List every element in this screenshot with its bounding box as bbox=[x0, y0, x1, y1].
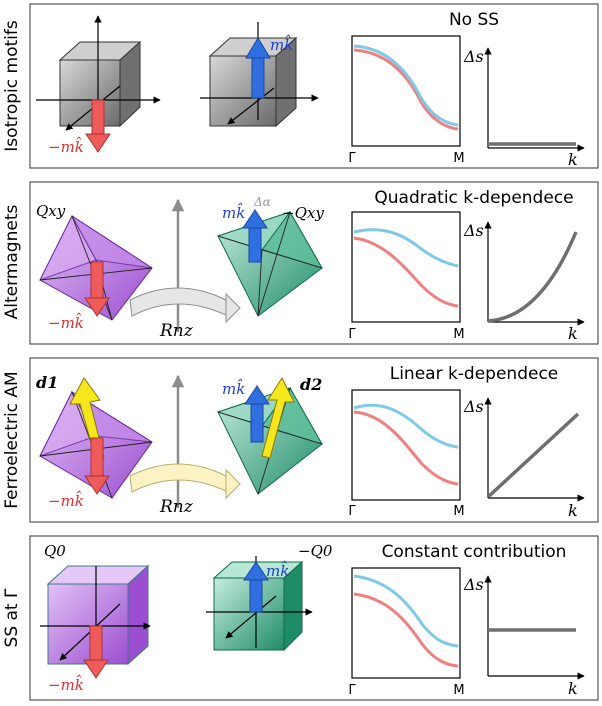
angle-label: Δα bbox=[253, 195, 271, 209]
panel-1-title: No SS bbox=[449, 10, 499, 30]
purple-cube bbox=[46, 564, 150, 666]
moment-down-arrow bbox=[85, 99, 111, 153]
rotation-arc-head bbox=[225, 468, 241, 500]
delta-y-label: Δs bbox=[463, 575, 484, 594]
delta-curve-quadratic bbox=[487, 231, 578, 323]
moment-down-arrow bbox=[84, 261, 110, 317]
band-x-m: M bbox=[453, 327, 464, 342]
delta-y-label: Δs bbox=[463, 397, 484, 416]
delta-x-label: k bbox=[568, 324, 578, 343]
band-x-m: M bbox=[453, 504, 464, 519]
panel-2: Altermagnets Quadratic k-dependece Qxy −… bbox=[2, 181, 599, 345]
band-x-m: M bbox=[453, 151, 464, 166]
band-spin-down bbox=[353, 48, 459, 131]
delta-curve-linear bbox=[486, 412, 580, 499]
delta-x-label: k bbox=[568, 150, 578, 169]
band-spin-down bbox=[353, 410, 459, 486]
panel-2-title: Quadratic k-dependece bbox=[374, 188, 573, 208]
moment-down-arrow bbox=[84, 437, 110, 495]
motif-right-tag: d2 bbox=[300, 375, 322, 394]
motif-left-tag: d1 bbox=[36, 373, 58, 392]
band-spin-up bbox=[353, 403, 459, 449]
moment-down-label: −mk̂ bbox=[48, 675, 84, 694]
band-spin-down bbox=[353, 236, 459, 308]
moment-down-arrow bbox=[83, 625, 109, 679]
panel-1-row-label: Isotropic motifs bbox=[2, 20, 22, 152]
band-x-gamma: Γ bbox=[348, 683, 356, 698]
delta-y-label: Δs bbox=[463, 221, 484, 240]
band-spin-up bbox=[353, 574, 459, 648]
band-spin-up bbox=[353, 228, 459, 268]
panel-4: SS at Γ Constant contribution Q0 −mk̂ bbox=[2, 535, 599, 701]
motif-right-tag: −Q0 bbox=[298, 542, 333, 560]
moment-down-label: −mk̂ bbox=[48, 313, 84, 332]
delta-x-label: k bbox=[568, 501, 578, 520]
rotation-arc-head bbox=[225, 292, 241, 324]
panel-4-title: Constant contribution bbox=[382, 542, 567, 562]
panel-1: Isotropic motifs No SS −mk̂ mk̂ bbox=[2, 3, 599, 169]
moment-up-arrow bbox=[243, 561, 269, 613]
panel-3-frame bbox=[29, 357, 599, 523]
panel-3-title: Linear k-dependece bbox=[390, 364, 559, 384]
motif-right-tag: −Qxy bbox=[282, 204, 324, 222]
motif-left-tag: Q0 bbox=[44, 542, 66, 560]
moment-up-label: mk̂ bbox=[270, 35, 293, 54]
moment-up-label: mk̂ bbox=[222, 203, 245, 222]
axis-y bbox=[227, 87, 275, 125]
moment-up-label: mk̂ bbox=[222, 379, 245, 398]
polar-arrow-right bbox=[261, 376, 295, 459]
panel-3-row-label: Ferroelectric AM bbox=[2, 371, 22, 508]
axis-y bbox=[225, 595, 277, 639]
moment-down-label: −mk̂ bbox=[48, 137, 84, 156]
band-x-gamma: Γ bbox=[348, 327, 356, 342]
band-spin-down bbox=[353, 592, 459, 668]
band-spin-up bbox=[353, 44, 459, 127]
moment-up-arrow bbox=[242, 209, 268, 263]
operation-label: Rnz bbox=[159, 497, 194, 517]
panel-2-frame bbox=[29, 181, 599, 345]
moment-up-arrow bbox=[244, 385, 270, 443]
panel-4-frame bbox=[29, 535, 599, 701]
panel-3: Ferroelectric AM Linear k-dependece d1 −… bbox=[2, 357, 599, 523]
moment-down-label: −mk̂ bbox=[48, 491, 84, 510]
delta-x-label: k bbox=[568, 679, 578, 698]
operation-label: Rnz bbox=[159, 321, 194, 341]
moment-up-label: mk̂ bbox=[266, 561, 289, 580]
panel-1-frame bbox=[29, 3, 599, 169]
band-x-gamma: Γ bbox=[348, 151, 356, 166]
moment-up-arrow bbox=[245, 37, 271, 99]
panel-4-row-label: SS at Γ bbox=[2, 588, 22, 647]
gray-cube-left bbox=[58, 40, 142, 128]
motif-left-tag: Qxy bbox=[36, 202, 66, 220]
band-x-m: M bbox=[453, 683, 464, 698]
band-x-gamma: Γ bbox=[348, 504, 356, 519]
panel-2-row-label: Altermagnets bbox=[2, 205, 22, 320]
band-plot-frame bbox=[351, 35, 461, 147]
green-octahedron bbox=[216, 211, 324, 317]
delta-y-label: Δs bbox=[463, 47, 484, 66]
